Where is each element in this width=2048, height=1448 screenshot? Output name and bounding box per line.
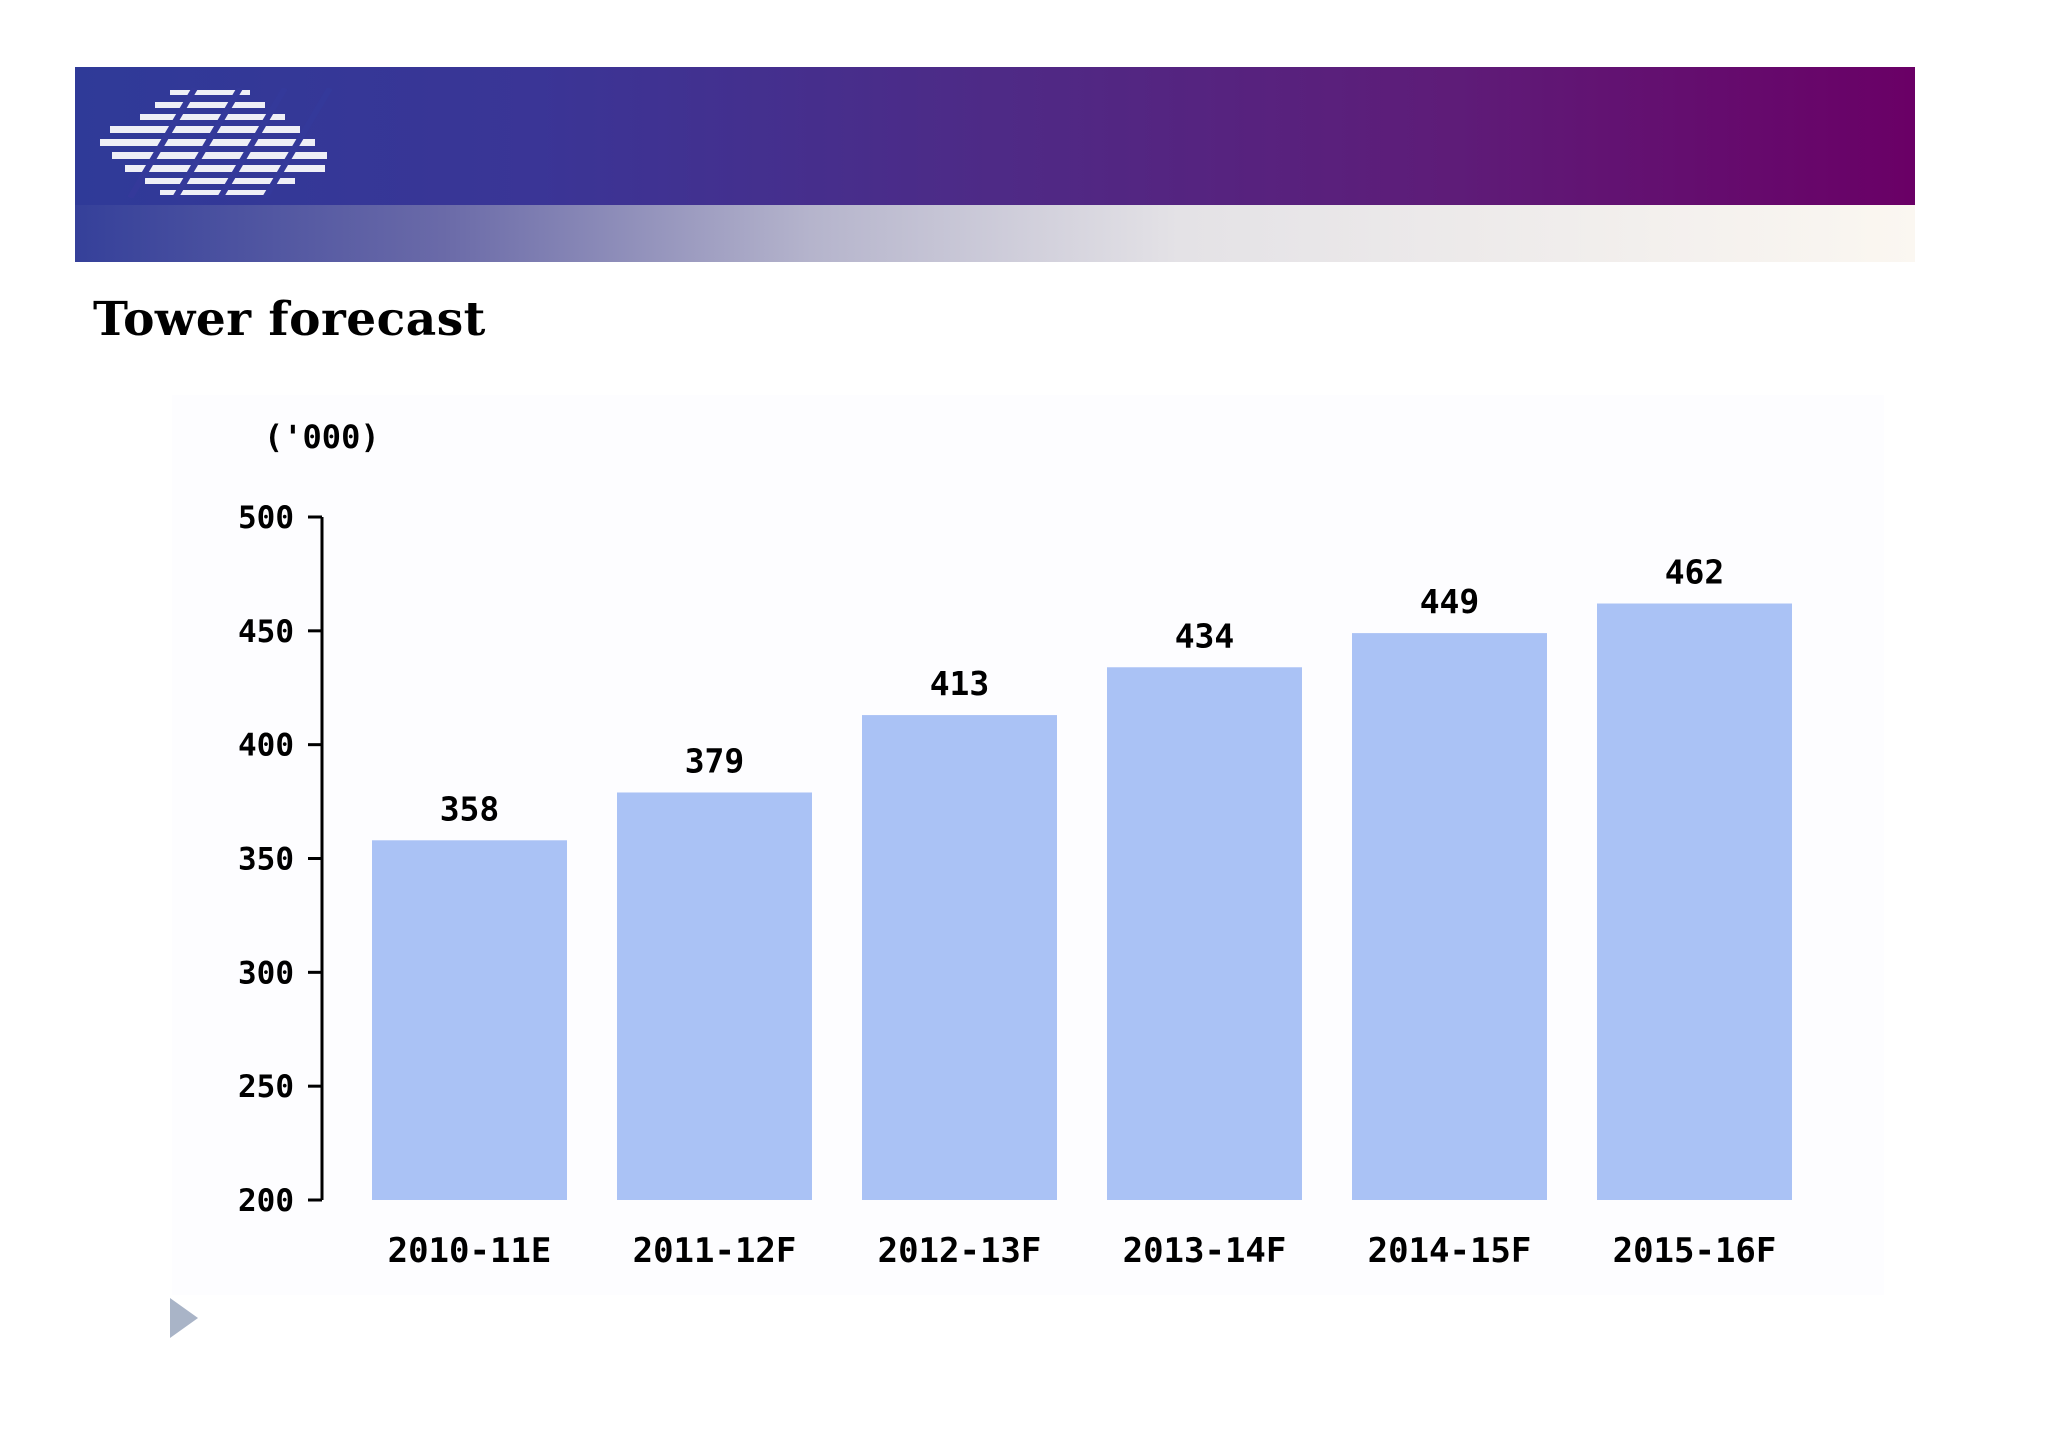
bar-value-label: 358 — [440, 789, 500, 828]
header-gradient-band — [75, 205, 1915, 262]
x-category-label: 2013-14F — [1123, 1231, 1287, 1271]
bar-value-label: 449 — [1420, 582, 1480, 621]
x-category-label: 2011-12F — [633, 1231, 797, 1271]
bar — [1107, 667, 1302, 1200]
bar-value-label: 462 — [1665, 553, 1725, 592]
y-tick-label: 250 — [238, 1069, 294, 1105]
y-tick-label: 500 — [238, 500, 294, 536]
bar — [617, 792, 812, 1200]
y-tick-label: 200 — [238, 1183, 294, 1219]
bar — [862, 715, 1057, 1200]
bar-value-label: 434 — [1175, 616, 1235, 655]
chart-area: ('000) 200 250 300 350 400 450 500 358 2010-11E… — [172, 395, 1884, 1295]
header-banner — [75, 67, 1915, 205]
x-category-label: 2010-11E — [388, 1231, 552, 1271]
y-unit-label: ('000) — [264, 418, 380, 456]
bar — [372, 840, 567, 1200]
x-category-label: 2015-16F — [1613, 1231, 1777, 1271]
y-tick-label: 300 — [238, 955, 294, 991]
y-tick-label: 450 — [238, 614, 294, 650]
y-tick-label: 350 — [238, 842, 294, 878]
x-category-label: 2012-13F — [878, 1231, 1042, 1271]
bar-chart: ('000) 200 250 300 350 400 450 500 358 2010-11E… — [238, 418, 1792, 1271]
play-triangle-icon[interactable] — [170, 1298, 198, 1338]
y-tick-label: 400 — [238, 728, 294, 764]
bar-value-label: 379 — [685, 741, 745, 780]
striped-globe-logo — [100, 88, 332, 198]
bar-value-label: 413 — [930, 664, 990, 703]
x-category-label: 2014-15F — [1368, 1231, 1532, 1271]
bar — [1597, 603, 1792, 1200]
page-title: Tower forecast — [93, 292, 486, 347]
bar — [1352, 633, 1547, 1200]
